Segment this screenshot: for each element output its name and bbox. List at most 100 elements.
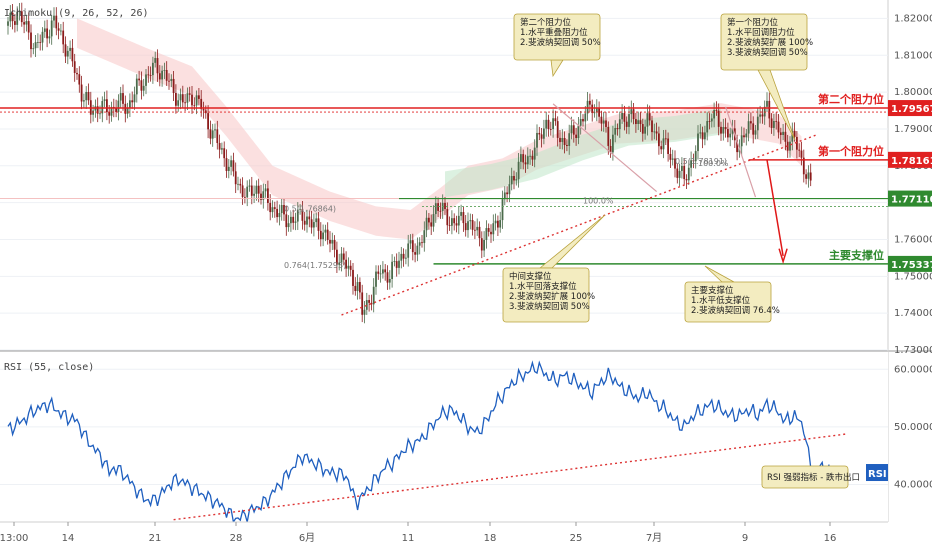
candle-body [554,118,557,122]
candle-body [158,73,161,80]
candle-body [83,100,85,102]
candle-body [671,158,674,160]
candle-body [464,223,467,231]
candle-body [805,174,807,179]
candle-body [347,265,350,269]
candle-body [375,271,377,287]
candle-body [616,127,619,130]
candle-body [191,94,193,106]
candle-body [418,242,421,246]
candle-body [768,100,771,119]
candle-body [25,21,28,25]
candle-body [152,62,154,76]
candle-body [14,21,16,25]
projection-arrow [766,159,784,257]
candle-body [372,286,375,305]
candle-body [207,113,209,130]
candle-body [745,133,748,138]
candle-body [722,127,725,134]
callout-text: 2.斐波纳契扩展 100% [509,291,595,302]
candle-body [363,309,366,315]
candle-body [754,130,757,135]
candle-body [453,218,456,224]
candle-body [379,273,382,275]
candle-body [99,113,101,115]
candle-body [687,167,690,181]
level-tag-value: 1.77110 [891,195,932,206]
candle-body [750,121,752,124]
price-pane: 1.820001.810001.800001.790001.780001.770… [0,0,932,522]
x-tick-label: 6月 [299,532,315,544]
candle-body [262,191,265,200]
candle-body [386,272,389,283]
candle-body [276,208,278,218]
candle-body [625,121,628,127]
candle-body [786,141,789,151]
candle-body [179,94,182,101]
candle-body [425,217,428,231]
candle-body [506,192,508,195]
candle-body [50,20,53,37]
candle-body [740,135,743,147]
candle-body [791,130,794,142]
candle-body [635,119,637,125]
candle-body [313,222,315,228]
candle-body [308,216,311,220]
candle-body [644,126,646,134]
candle-body [46,28,48,39]
candle-body [409,240,412,244]
callout-text: 3.斐波纳契回调 50% [509,301,590,312]
candle-body [428,217,430,223]
candle-body [388,278,391,283]
candle-body [296,209,299,222]
candle-body [455,223,458,226]
candle-body [216,129,219,144]
candle-body [492,223,495,235]
callout-box [720,13,808,71]
candle-body [11,12,14,22]
candle-body [402,253,405,259]
candle-body [662,138,665,150]
candle-body [43,28,46,32]
candle-body [607,126,610,146]
price-tick-label: 1.74000 [894,308,932,319]
candle-body [108,112,111,116]
candle-body [356,282,359,292]
candle-body [598,107,600,117]
candle-body [796,136,798,150]
candle-body [32,48,35,50]
candle-body [257,185,260,194]
candle-body [329,239,331,244]
candle-body [669,153,672,160]
candle-body [566,144,568,146]
candle-body [69,47,71,51]
candle-body [193,105,196,107]
candle-body [727,129,729,138]
candle-body [720,126,722,134]
candle-body [317,218,320,231]
callout-box [513,13,601,61]
candle-body [586,100,589,114]
callout-text: 3.斐波纳契回调 50% [727,47,808,58]
candle-body [487,228,490,232]
candle-body [20,11,23,23]
candle-body [460,212,462,216]
candle-body [628,114,630,127]
candle-body [570,125,573,134]
candle-body [446,209,449,226]
candle-body [584,113,587,122]
candle-body [779,132,782,135]
candle-body [467,221,469,231]
candle-body [478,226,481,239]
candle-body [66,50,69,57]
rsi-trendline [173,433,848,521]
x-tick-label: 28 [230,533,243,544]
candle-body [154,58,157,63]
candle-body [138,78,140,81]
candle-body [448,225,451,226]
candle-body [361,292,364,315]
candle-body [232,160,235,172]
callout-box [684,281,772,323]
candle-body [793,130,796,137]
candle-body [287,223,290,228]
